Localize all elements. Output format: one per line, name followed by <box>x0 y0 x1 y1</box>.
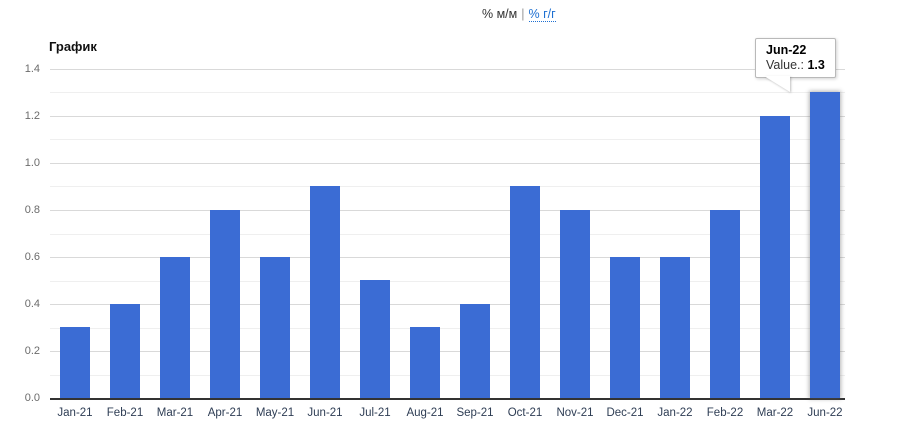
gridline <box>50 69 845 70</box>
tooltip-pointer <box>764 76 790 92</box>
x-axis-label: Nov-21 <box>556 407 594 419</box>
bar-Jul-21[interactable] <box>360 280 390 398</box>
gridline <box>50 328 845 329</box>
x-axis-label: May-21 <box>255 407 295 419</box>
gridline <box>50 186 845 187</box>
tooltip-value-label: Value.: <box>766 58 804 72</box>
bar-Nov-21[interactable] <box>560 210 590 398</box>
x-axis-label: Jan-22 <box>657 407 693 419</box>
bar-May-21[interactable] <box>260 257 290 398</box>
gridline <box>50 304 845 305</box>
view-switch: % м/м |% г/г <box>482 7 556 22</box>
x-axis-label: Jan-21 <box>57 407 93 419</box>
bar-Sep-21[interactable] <box>460 304 490 398</box>
x-axis-label: Mar-22 <box>756 407 794 419</box>
tooltip-value: 1.3 <box>807 58 825 72</box>
x-axis-label: Feb-21 <box>106 407 144 419</box>
gridline <box>50 163 845 164</box>
tab-percent-yy[interactable]: % г/г <box>528 7 556 22</box>
bar-Feb-21[interactable] <box>110 304 140 398</box>
x-axis-label: Aug-21 <box>406 407 444 419</box>
x-axis-label: Jun-22 <box>807 407 843 419</box>
x-axis-label: Oct-21 <box>507 407 543 419</box>
y-axis-label: 1.0 <box>24 157 40 169</box>
gridline <box>50 210 845 211</box>
x-axis-label: Jul-21 <box>359 407 391 419</box>
bar-Feb-22[interactable] <box>710 210 740 398</box>
plot-area <box>50 69 845 400</box>
gridline <box>50 234 845 235</box>
y-axis-label: 0.4 <box>24 298 40 310</box>
y-axis-label: 1.4 <box>24 63 40 75</box>
y-axis-label: 0.8 <box>24 204 40 216</box>
gridline <box>50 257 845 258</box>
bar-Mar-21[interactable] <box>160 257 190 398</box>
x-axis-label: Apr-21 <box>207 407 243 419</box>
y-axis-label: 0.2 <box>24 345 40 357</box>
gridline <box>50 351 845 352</box>
tooltip: Jun-22 Value.: 1.3 <box>755 38 836 92</box>
tooltip-title: Jun-22 <box>766 43 807 57</box>
bar-Jan-21[interactable] <box>60 327 90 398</box>
bar-Mar-22[interactable] <box>760 116 790 398</box>
y-axis-label: 1.2 <box>24 110 40 122</box>
x-axis-label: Mar-21 <box>156 407 194 419</box>
chart-title: График <box>49 39 97 54</box>
y-axis-label: 0.0 <box>24 392 40 404</box>
x-axis-label: Dec-21 <box>606 407 644 419</box>
x-axis-label: Sep-21 <box>456 407 494 419</box>
tab-percent-mm: % м/м <box>482 7 518 21</box>
bar-Jan-22[interactable] <box>660 257 690 398</box>
bar-Jun-21[interactable] <box>310 186 340 398</box>
gridline <box>50 139 845 140</box>
tooltip-value-row: Value.: 1.3 <box>766 58 825 72</box>
gridline <box>50 92 845 93</box>
x-axis-label: Jun-21 <box>307 407 343 419</box>
bar-Jun-22[interactable] <box>810 92 840 398</box>
y-axis-label: 0.6 <box>24 251 40 263</box>
bar-Oct-21[interactable] <box>510 186 540 398</box>
bar-Dec-21[interactable] <box>610 257 640 398</box>
bar-Aug-21[interactable] <box>410 327 440 398</box>
tab-separator: | <box>521 7 525 21</box>
x-axis-label: Feb-22 <box>706 407 744 419</box>
gridline <box>50 375 845 376</box>
bar-Apr-21[interactable] <box>210 210 240 398</box>
gridline <box>50 281 845 282</box>
gridline <box>50 116 845 117</box>
